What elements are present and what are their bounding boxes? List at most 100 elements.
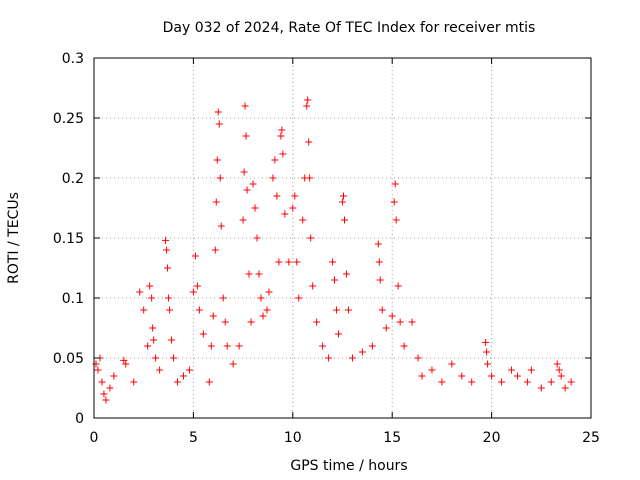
data-point [269, 174, 277, 182]
data-point [271, 156, 279, 164]
y-axis-label: ROTI / TECUs [6, 192, 22, 284]
data-point [309, 282, 317, 290]
data-point [214, 108, 222, 116]
data-point [219, 294, 227, 302]
x-tick-label: 10 [284, 430, 302, 446]
data-point [382, 324, 390, 332]
data-point [242, 132, 250, 140]
data-point [110, 372, 118, 380]
data-point [513, 372, 521, 380]
data-point [408, 318, 416, 326]
data-point [391, 180, 399, 188]
data-point [281, 210, 289, 218]
data-point [156, 366, 164, 374]
data-point [205, 378, 213, 386]
data-point [245, 270, 253, 278]
data-point [259, 312, 267, 320]
data-point [240, 168, 248, 176]
data-point [164, 264, 172, 272]
data-point [482, 338, 490, 346]
data-point [120, 356, 128, 364]
x-tick-label: 5 [189, 430, 198, 446]
data-point [166, 306, 174, 314]
data-point [374, 240, 382, 248]
data-point [273, 192, 281, 200]
data-point [130, 378, 138, 386]
data-point [555, 366, 563, 374]
data-point [307, 234, 315, 242]
data-point [221, 318, 229, 326]
data-point [255, 270, 263, 278]
data-point [279, 150, 287, 158]
x-tick-label: 15 [383, 430, 401, 446]
data-point [136, 288, 144, 296]
data-point [418, 372, 426, 380]
data-point [148, 294, 156, 302]
data-point [340, 216, 348, 224]
data-point [209, 312, 217, 320]
x-tick-label: 20 [483, 430, 501, 446]
data-point [140, 306, 148, 314]
data-point [339, 192, 347, 200]
data-point [285, 258, 293, 266]
y-tick-label: 0.3 [62, 51, 84, 67]
data-point [527, 366, 535, 374]
data-point [213, 156, 221, 164]
data-point [216, 174, 224, 182]
data-point [277, 132, 285, 140]
data-point [537, 384, 545, 392]
data-point [293, 258, 301, 266]
data-point [394, 282, 402, 290]
x-axis-ticks: 0 5 10 15 20 25 [90, 58, 600, 446]
data-point [278, 126, 286, 134]
data-point [428, 366, 436, 374]
data-point [265, 288, 273, 296]
data-point [212, 198, 220, 206]
data-point [335, 330, 343, 338]
data-point [396, 318, 404, 326]
data-point [215, 120, 223, 128]
data-point [165, 294, 173, 302]
y-tick-label: 0 [75, 411, 84, 427]
data-point [448, 360, 456, 368]
data-point [257, 294, 265, 302]
data-point [193, 282, 201, 290]
data-point [253, 234, 261, 242]
data-point [342, 270, 350, 278]
x-tick-label: 0 [90, 430, 99, 446]
data-point [376, 276, 384, 284]
data-point [414, 354, 422, 362]
data-point [199, 330, 207, 338]
data-points [92, 96, 575, 404]
data-point [251, 204, 259, 212]
y-axis-ticks: 0 0.05 0.1 0.15 0.2 0.25 0.3 [53, 51, 591, 427]
data-point [438, 378, 446, 386]
data-point [144, 342, 152, 350]
data-point [263, 306, 271, 314]
data-point [305, 138, 313, 146]
y-tick-label: 0.15 [53, 231, 84, 247]
data-point [306, 174, 314, 182]
x-tick-label: 25 [582, 430, 600, 446]
data-point [235, 342, 243, 350]
data-point [162, 236, 170, 244]
data-point [207, 342, 215, 350]
data-point [561, 384, 569, 392]
data-point [547, 378, 555, 386]
data-point [483, 348, 491, 356]
data-point [498, 378, 506, 386]
data-point [400, 342, 408, 350]
data-point [392, 216, 400, 224]
y-tick-label: 0.1 [62, 291, 84, 307]
data-point [98, 378, 106, 386]
data-point [249, 180, 257, 188]
data-point [329, 258, 337, 266]
data-point [195, 306, 203, 314]
data-point [241, 102, 249, 110]
data-point [185, 366, 193, 374]
data-point [468, 378, 476, 386]
data-point [303, 102, 311, 110]
data-point [179, 372, 187, 380]
data-point [557, 372, 565, 380]
data-point [304, 96, 312, 104]
